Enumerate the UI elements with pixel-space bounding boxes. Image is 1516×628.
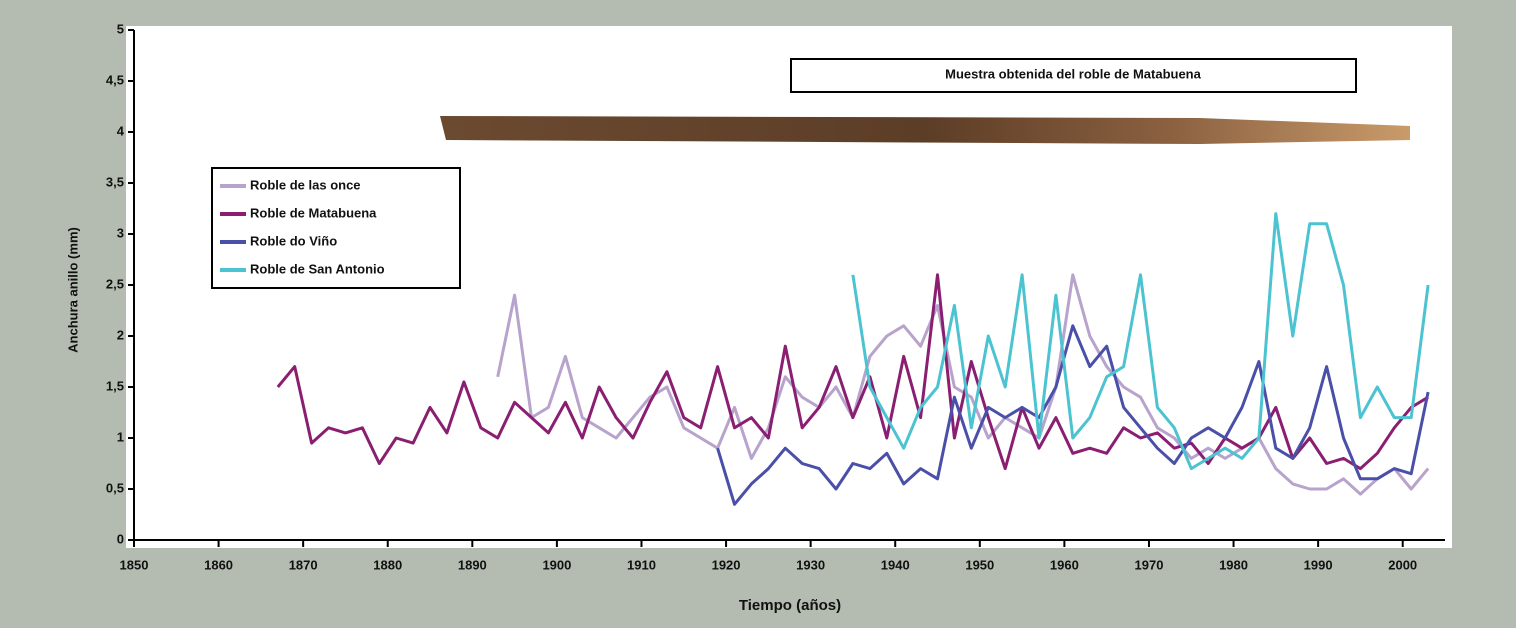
x-tick-label: 1930 <box>796 557 825 572</box>
x-tick-label: 1980 <box>1219 557 1248 572</box>
legend-label: Roble de Matabuena <box>250 205 377 220</box>
x-tick-label: 1920 <box>712 557 741 572</box>
annotation: Muestra obtenida del roble de Matabuena <box>945 66 1201 81</box>
legend-label: Roble de San Antonio <box>250 261 385 276</box>
legend-label: Roble do Viño <box>250 233 337 248</box>
legend-label: Roble de las once <box>250 177 361 192</box>
x-tick-label: 1870 <box>289 557 318 572</box>
y-tick-label: 2 <box>117 327 124 342</box>
y-tick-label: 3,5 <box>106 174 124 189</box>
x-axis-label: Tiempo (años) <box>739 597 841 614</box>
x-tick-label: 1950 <box>965 557 994 572</box>
y-tick-label: 4 <box>117 123 125 138</box>
y-tick-label: 5 <box>117 21 124 36</box>
x-tick-label: 1900 <box>542 557 571 572</box>
x-tick-label: 1960 <box>1050 557 1079 572</box>
y-tick-label: 0 <box>117 531 124 546</box>
y-tick-label: 3 <box>117 225 124 240</box>
y-tick-label: 2,5 <box>106 276 124 291</box>
x-tick-label: 1860 <box>204 557 233 572</box>
x-tick-label: 1880 <box>373 557 402 572</box>
chart: Muestra obtenida del roble de Matabuena … <box>0 0 1516 628</box>
y-axis-label: Anchura anillo (mm) <box>65 227 80 353</box>
x-tick-label: 1890 <box>458 557 487 572</box>
x-tick-label: 1970 <box>1135 557 1164 572</box>
x-tick-label: 1910 <box>627 557 656 572</box>
y-tick-label: 1,5 <box>106 378 124 393</box>
x-tick-label: 1990 <box>1304 557 1333 572</box>
page: Muestra obtenida del roble de Matabuena … <box>0 0 1516 628</box>
y-tick-label: 1 <box>117 429 124 444</box>
y-tick-label: 4,5 <box>106 72 124 87</box>
y-tick-label: 0,5 <box>106 480 124 495</box>
x-tick-label: 2000 <box>1388 557 1417 572</box>
x-tick-label: 1850 <box>120 557 149 572</box>
x-tick-label: 1940 <box>881 557 910 572</box>
